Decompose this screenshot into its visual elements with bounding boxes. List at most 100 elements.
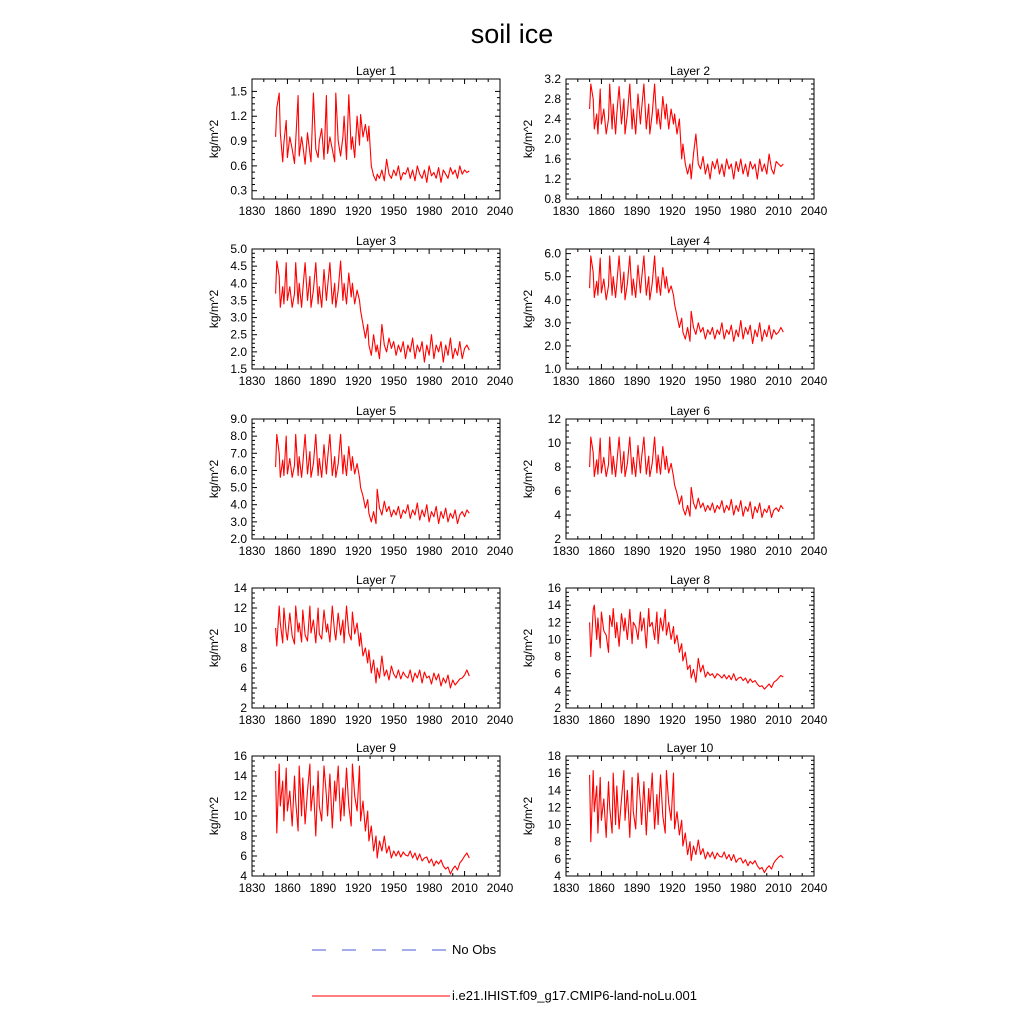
panel-layer-6-xtick-label: 1830	[553, 544, 580, 558]
panel-layer-8-xtick-label: 1980	[730, 713, 757, 727]
panel-layer-4-xtick-label: 1950	[694, 374, 721, 388]
panel-layer-5-ytick-label: 8.0	[230, 429, 247, 443]
panel-layer-9-ytick-label: 10	[234, 809, 248, 823]
panel-layer-8-ytick-label: 16	[548, 581, 562, 595]
panel-layer-1-xtick-label: 1980	[416, 204, 443, 218]
panel-layer-5-xtick-label: 1830	[239, 544, 266, 558]
panel-layer-7-ytick-label: 12	[234, 601, 248, 615]
panel-layer-5-ytick-label: 7.0	[230, 446, 247, 460]
panel-layer-8-ytick-label: 10	[548, 632, 562, 646]
panel-layer-10-ytick-label: 8	[554, 835, 561, 849]
panel-layer-7-ytick-label: 4	[240, 681, 247, 695]
panel-layer-5-xtick-label: 2040	[487, 544, 514, 558]
panel-layer-4-xtick-label: 2010	[765, 374, 792, 388]
panel-layer-10: Layer 10 kg/m^2 1830 1860 1890 1920 1950 1980 20…	[521, 741, 828, 895]
panel-layer-3-xtick-label: 1860	[274, 374, 301, 388]
panel-layer-6-xtick-label: 1860	[588, 544, 615, 558]
panel-layer-9-xtick-label: 2010	[451, 881, 478, 895]
panel-layer-3-title: Layer 3	[356, 234, 396, 248]
panel-layer-10-title: Layer 10	[667, 741, 714, 755]
panel-layer-10-series-line	[589, 770, 784, 874]
panel-layer-4-xtick-label: 1830	[553, 374, 580, 388]
panel-layer-7-frame	[251, 587, 501, 709]
panel-layer-1-ytick-label: 0.6	[230, 159, 247, 173]
panel-layer-1-xtick-label: 2040	[487, 204, 514, 218]
panel-layer-1-xtick-label: 1890	[310, 204, 337, 218]
panel-layer-8-ytick-label: 8	[554, 650, 561, 664]
panel-layer-3-series-line	[275, 260, 470, 363]
panel-layer-1-title: Layer 1	[356, 64, 396, 78]
panels-grid: Layer 1 kg/m^2 1830 1860 1890 1920 1950 1980 201…	[207, 64, 828, 895]
panel-layer-2-xtick-label: 1860	[588, 204, 615, 218]
panel-layer-1-xtick-label: 1950	[380, 204, 407, 218]
panel-layer-6-ytick-label: 6	[554, 484, 561, 498]
panel-layer-9-title: Layer 9	[356, 741, 396, 755]
panel-layer-2-xtick-label: 1980	[730, 204, 757, 218]
panel-layer-2-xtick-label: 2040	[801, 204, 828, 218]
panel-layer-2-ytick-label: 1.6	[544, 152, 561, 166]
panel-layer-1-xtick-label: 1920	[345, 204, 372, 218]
panel-layer-1-ytick-label: 0.9	[230, 134, 247, 148]
panel-layer-4-ytick-label: 5.0	[544, 270, 561, 284]
panel-layer-8-xtick-label: 1890	[624, 713, 651, 727]
panel-layer-9-ytick-label: 12	[234, 789, 248, 803]
panel-layer-3-xtick-label: 2010	[451, 374, 478, 388]
panel-layer-1-xtick-label: 1830	[239, 204, 266, 218]
panel-layer-7-ylabel: kg/m^2	[207, 629, 221, 668]
panel-layer-1-xtick-label: 2010	[451, 204, 478, 218]
panel-layer-3: Layer 3 kg/m^2 1830 1860 1890 1920 1950 1980 201…	[207, 234, 514, 388]
panel-layer-4-xtick-label: 1920	[659, 374, 686, 388]
panel-layer-6-ytick-label: 8	[554, 460, 561, 474]
panel-layer-8: Layer 8 kg/m^2 1830 1860 1890 1920 1950 1980 201…	[521, 573, 828, 727]
panel-layer-2-ytick-label: 2.8	[544, 92, 561, 106]
panel-layer-4-xtick-label: 2040	[801, 374, 828, 388]
panel-layer-7-xtick-label: 1860	[274, 713, 301, 727]
panel-layer-7-xtick-label: 1980	[416, 713, 443, 727]
panel-layer-5-xtick-label: 1890	[310, 544, 337, 558]
panel-layer-10-ytick-label: 10	[548, 818, 562, 832]
panel-layer-3-xtick-label: 1890	[310, 374, 337, 388]
panel-layer-4-ytick-label: 3.0	[544, 316, 561, 330]
panel-layer-7-xtick-label: 2040	[487, 713, 514, 727]
panel-layer-7-xtick-label: 1920	[345, 713, 372, 727]
panel-layer-4-title: Layer 4	[670, 234, 710, 248]
panel-layer-2-ytick-label: 0.8	[544, 192, 561, 206]
panel-layer-7-xtick-label: 1890	[310, 713, 337, 727]
panel-layer-3-xtick-label: 1830	[239, 374, 266, 388]
panel-layer-3-ytick-label: 2.0	[230, 345, 247, 359]
panel-layer-1-frame	[251, 78, 501, 200]
panel-layer-8-title: Layer 8	[670, 573, 710, 587]
panel-layer-10-ytick-label: 16	[548, 766, 562, 780]
panel-layer-6-xtick-label: 1890	[624, 544, 651, 558]
panel-layer-2-xtick-label: 1890	[624, 204, 651, 218]
panel-layer-2-ytick-label: 1.2	[544, 172, 561, 186]
panel-layer-6: Layer 6 kg/m^2 1830 1860 1890 1920 1950 1980 201…	[521, 404, 828, 558]
panel-layer-6-xtick-label: 1980	[730, 544, 757, 558]
panel-layer-5-ytick-label: 6.0	[230, 463, 247, 477]
panel-layer-5-ylabel: kg/m^2	[207, 460, 221, 499]
panel-layer-8-ytick-label: 6	[554, 667, 561, 681]
panel-layer-7-xtick-label: 2010	[451, 713, 478, 727]
panel-layer-9: Layer 9 kg/m^2 1830 1860 1890 1920 1950 1980 201…	[207, 741, 514, 895]
panel-layer-8-series-line	[589, 604, 784, 690]
panel-layer-6-xtick-label: 2040	[801, 544, 828, 558]
panel-layer-9-xtick-label: 1860	[274, 881, 301, 895]
panel-layer-7-title: Layer 7	[356, 573, 396, 587]
panel-layer-3-ytick-label: 2.5	[230, 328, 247, 342]
panel-layer-4-frame	[565, 248, 815, 370]
panel-layer-7: Layer 7 kg/m^2 1830 1860 1890 1920 1950 1980 201…	[207, 573, 514, 727]
panel-layer-2-xtick-label: 1920	[659, 204, 686, 218]
panel-layer-10-xtick-label: 1890	[624, 881, 651, 895]
panel-layer-9-xtick-label: 2040	[487, 881, 514, 895]
panel-layer-6-ytick-label: 10	[548, 436, 562, 450]
panel-layer-3-xtick-label: 2040	[487, 374, 514, 388]
panel-layer-4-ytick-label: 4.0	[544, 293, 561, 307]
panel-layer-7-xtick-label: 1830	[239, 713, 266, 727]
panel-layer-6-ytick-label: 2	[554, 532, 561, 546]
panel-layer-6-title: Layer 6	[670, 404, 710, 418]
panel-layer-9-ylabel: kg/m^2	[207, 797, 221, 836]
panel-layer-10-xtick-label: 1950	[694, 881, 721, 895]
panel-layer-3-ytick-label: 1.5	[230, 362, 247, 376]
panel-layer-4-xtick-label: 1860	[588, 374, 615, 388]
panel-layer-10-ytick-label: 6	[554, 852, 561, 866]
